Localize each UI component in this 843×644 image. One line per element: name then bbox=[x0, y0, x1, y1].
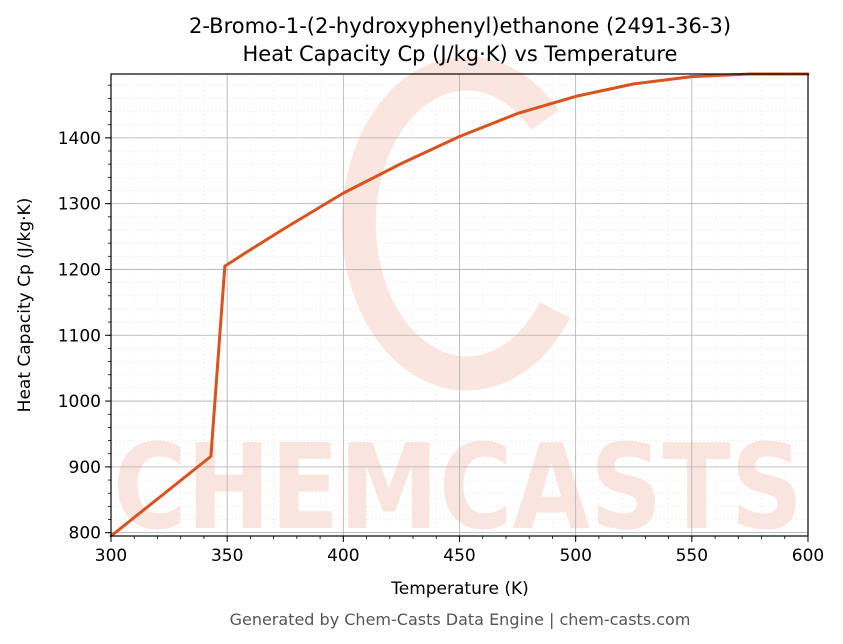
chart-title-line1: 2-Bromo-1-(2-hydroxyphenyl)ethanone (249… bbox=[189, 14, 731, 38]
y-tick-label: 1300 bbox=[58, 195, 101, 215]
x-axis-label: Temperature (K) bbox=[390, 579, 529, 599]
y-tick-label: 1400 bbox=[58, 129, 101, 149]
y-tick-label: 1100 bbox=[58, 326, 101, 346]
major-grid bbox=[110, 74, 809, 536]
x-tick-label: 400 bbox=[327, 546, 359, 566]
footer-credit: Generated by Chem-Casts Data Engine | ch… bbox=[230, 610, 691, 629]
chart-title-line2: Heat Capacity Cp (J/kg·K) vs Temperature bbox=[243, 42, 678, 66]
watermark-logo-icon bbox=[341, 56, 571, 391]
x-tick-label: 300 bbox=[95, 546, 127, 566]
watermark-text: CHEMCASTS bbox=[113, 418, 803, 556]
x-tick-label: 500 bbox=[559, 546, 591, 566]
x-tick-label: 600 bbox=[792, 546, 824, 566]
series-layer bbox=[109, 72, 810, 538]
series-line-cp bbox=[109, 72, 810, 538]
y-tick-label: 1000 bbox=[58, 392, 101, 412]
y-tick-label: 800 bbox=[69, 524, 101, 544]
watermark: CHEMCASTS bbox=[113, 56, 803, 556]
x-tick-label: 450 bbox=[443, 546, 475, 566]
x-tick-label: 550 bbox=[676, 546, 708, 566]
x-tick-label: 350 bbox=[211, 546, 243, 566]
y-tick-label: 900 bbox=[69, 458, 101, 478]
y-axis-label: Heat Capacity Cp (J/kg·K) bbox=[15, 198, 35, 413]
y-tick-label: 1200 bbox=[58, 260, 101, 280]
axis-ticks: 300 350 400 450 500 550 600 800 900 1000 1100 1200 1… bbox=[58, 84, 824, 566]
